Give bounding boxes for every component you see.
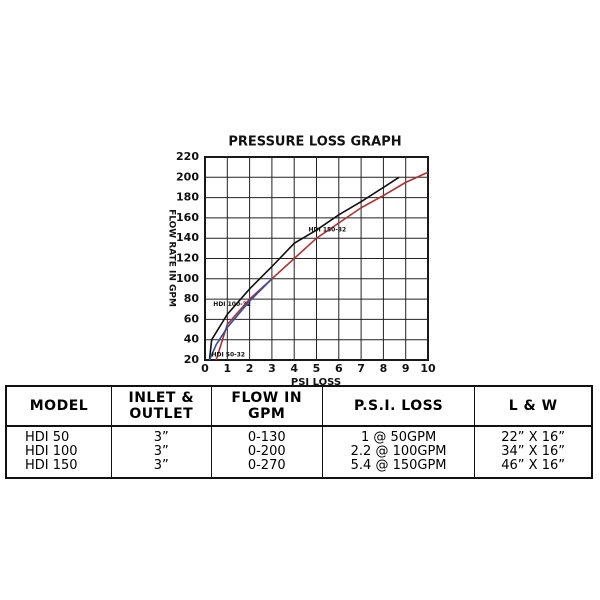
- y-tick-label: 20: [184, 353, 200, 366]
- table-cell: 0-270: [210, 459, 323, 478]
- x-tick-label: 10: [420, 362, 436, 375]
- header-row: MODEL INLET & OUTLET FLOW IN GPM P.S.I. LOS…: [5, 386, 592, 427]
- x-tick-label: 3: [268, 362, 276, 375]
- y-tick-label: 120: [176, 252, 199, 265]
- x-tick-label: 8: [380, 362, 388, 375]
- column-header: L & W: [474, 386, 592, 427]
- series-label: HDI 50-32: [211, 352, 245, 359]
- y-tick-label: 220: [176, 150, 199, 163]
- x-tick-label: 6: [335, 362, 343, 375]
- series-line: [208, 278, 273, 361]
- table-row: HDI 100 3” 0-200 2.2 @ 100GPM 34” X 16”: [5, 445, 592, 459]
- y-tick-label: 100: [176, 272, 199, 285]
- series-label: HDI 150-32: [309, 227, 347, 234]
- chart-title: PRESSURE LOSS GRAPH: [228, 135, 401, 150]
- y-tick-label: 40: [184, 333, 200, 346]
- series-line: [215, 171, 429, 361]
- table-cell: 0-200: [210, 445, 323, 459]
- table-cell: 5.4 @ 150GPM: [321, 459, 475, 478]
- y-tick-label: 160: [176, 211, 199, 224]
- column-header: MODEL: [5, 386, 112, 427]
- y-tick-label: 140: [176, 231, 199, 244]
- y-tick-label: 200: [176, 170, 199, 183]
- x-tick-label: 0: [201, 362, 209, 375]
- y-tick-label: 180: [176, 191, 199, 204]
- table-cell: 3”: [110, 445, 212, 459]
- table-cell: 0-130: [210, 426, 323, 445]
- table-cell: 3”: [110, 426, 212, 445]
- column-header: P.S.I. LOSS: [321, 386, 475, 427]
- table-cell: 34” X 16”: [474, 445, 592, 459]
- spec-table: MODEL INLET & OUTLET FLOW IN GPM P.S.I. LOS…: [5, 385, 593, 479]
- table-cell: 22” X 16”: [474, 426, 592, 445]
- x-tick-label: 7: [357, 362, 365, 375]
- column-header: INLET & OUTLET: [110, 386, 212, 427]
- chart: PRESSURE LOSS GRAPH PSI LOSS FLOW RATE I…: [167, 135, 436, 386]
- x-tick-label: 5: [313, 362, 321, 375]
- x-tick-label: 9: [402, 362, 410, 375]
- table-cell: 46” X 16”: [474, 459, 592, 478]
- table-cell: HDI 150: [5, 459, 112, 478]
- series-line: [208, 176, 400, 361]
- series-label: HDI 100-32: [213, 301, 251, 308]
- table-row: HDI 50 3” 0-130 1 @ 50GPM 22” X 16”: [5, 426, 592, 445]
- table-body: HDI 50 3” 0-130 1 @ 50GPM 22” X 16” HDI 100 3”…: [5, 426, 592, 478]
- table-cell: HDI 100: [5, 445, 112, 459]
- x-tick-label: 2: [246, 362, 254, 375]
- x-tick-label: 1: [223, 362, 231, 375]
- table-cell: 1 @ 50GPM: [321, 426, 475, 445]
- column-header: FLOW IN GPM: [210, 386, 323, 427]
- table-cell: HDI 50: [5, 426, 112, 445]
- x-tick-label: 4: [290, 362, 298, 375]
- x-axis-label: PSI LOSS: [291, 377, 341, 385]
- y-tick-label: 80: [184, 292, 200, 305]
- table-row: HDI 150 3” 0-270 5.4 @ 150GPM 46” X 16”: [5, 459, 592, 478]
- y-tick-label: 60: [184, 312, 200, 325]
- y-axis-label: FLOW RATE IN GPM: [167, 209, 177, 307]
- table-cell: 3”: [110, 459, 212, 478]
- table-cell: 2.2 @ 100GPM: [321, 445, 475, 459]
